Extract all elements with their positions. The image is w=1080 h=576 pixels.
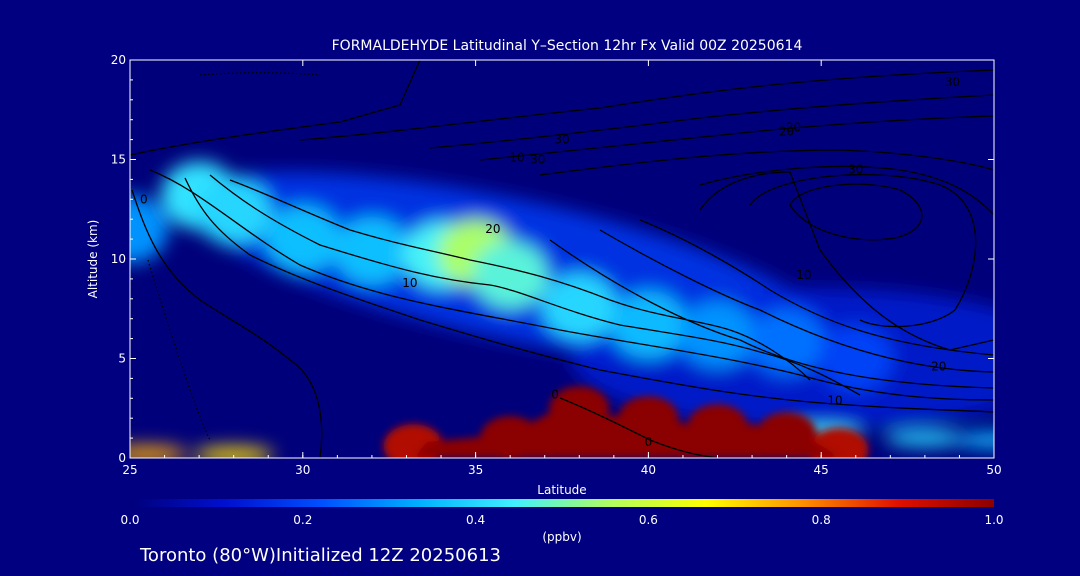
contour-line — [789, 183, 923, 241]
contour-label: 10 — [509, 150, 524, 164]
contour-line — [229, 179, 811, 381]
field-blob — [193, 447, 274, 458]
field-blob — [264, 205, 341, 274]
field-blob — [541, 272, 618, 341]
field-blob — [954, 432, 994, 449]
contour-line — [184, 177, 994, 413]
contour-label: 10 — [402, 276, 417, 290]
field-blob — [884, 430, 965, 447]
contour-label: 20 — [485, 222, 500, 236]
contour-line — [699, 165, 994, 216]
chart-title: FORMALDEHYDE Latitudinal Y–Section 12hr … — [332, 38, 803, 54]
contour-line — [749, 173, 977, 328]
contour-label: 30 — [945, 75, 960, 89]
y-axis: 0 5 10 15 20 — [111, 53, 994, 465]
contour-line — [549, 239, 994, 389]
field-blob — [130, 446, 188, 458]
contour-line — [299, 69, 994, 141]
colorbar: 0.0 0.2 0.4 0.6 0.8 1.0 (ppbv) — [120, 499, 1004, 544]
contour-line-dotted — [147, 259, 211, 441]
contour-label: 10 — [827, 393, 842, 407]
contour-line — [209, 174, 861, 396]
y-tick-label: 15 — [111, 153, 126, 167]
colorbar-gradient — [130, 499, 994, 507]
contour-line — [639, 219, 994, 356]
surface-maximum-area — [413, 404, 842, 458]
contour-label: 0 — [645, 435, 653, 449]
y-axis-label: Altitude (km) — [86, 220, 100, 299]
contour-line — [559, 397, 721, 458]
x-axis: 25 30 35 40 45 50 — [122, 60, 1002, 477]
x-tick-label: 50 — [986, 463, 1001, 477]
contour-label: 0 — [551, 387, 559, 401]
colorbar-unit: (ppbv) — [542, 530, 581, 544]
x-tick-label: 35 — [468, 463, 483, 477]
contour-line — [599, 229, 994, 373]
y-tick-label: 0 — [118, 451, 126, 465]
contour-label: 20 — [786, 121, 801, 135]
y-tick-label: 5 — [118, 352, 126, 366]
contour-line — [429, 94, 994, 149]
contour-line — [539, 149, 994, 176]
contour-line — [479, 115, 994, 161]
colorbar-tick-label: 0.6 — [639, 513, 658, 527]
footer-initialized-text: Toronto (80°W)Initialized 12Z 20250613 — [139, 545, 501, 566]
x-axis-label: Latitude — [537, 483, 586, 497]
field-blob — [472, 240, 549, 309]
x-tick-label: 25 — [122, 463, 137, 477]
colorbar-tick-label: 0.8 — [812, 513, 831, 527]
colorbar-tick-label: 0.0 — [120, 513, 139, 527]
contour-line — [699, 171, 994, 351]
contour-label: 30 — [554, 133, 569, 147]
contour-line — [149, 169, 994, 401]
y-tick-label: 20 — [111, 53, 126, 67]
contour-labels: 0 10 20 30 30 20 10 10 20 30 0 0 10 20 30 — [140, 75, 960, 449]
field-blob — [748, 308, 825, 377]
x-tick-label: 40 — [641, 463, 656, 477]
contour-label: 20 — [931, 359, 946, 373]
contour-line — [130, 60, 421, 156]
contour-label: 10 — [796, 268, 811, 282]
colorbar-ticks: 0.0 0.2 0.4 0.6 0.8 1.0 — [120, 513, 1003, 527]
field-blob — [679, 300, 756, 369]
contour-lines — [130, 60, 994, 458]
contour-label: 30 — [848, 162, 863, 176]
contour-line-dotted — [199, 72, 321, 76]
colorbar-tick-label: 0.4 — [466, 513, 485, 527]
colorbar-tick-label: 1.0 — [984, 513, 1003, 527]
field-blob — [817, 324, 894, 393]
contour-label: 20 — [779, 125, 794, 139]
contour-label: 30 — [530, 152, 545, 166]
field-blob — [333, 217, 410, 286]
y-tick-label: 10 — [111, 252, 126, 266]
field-blob — [195, 177, 272, 246]
contour-line — [131, 189, 323, 458]
x-tick-label: 45 — [814, 463, 829, 477]
plot-area: 0 10 20 30 30 20 10 10 20 30 0 0 10 20 30 — [129, 59, 995, 459]
colorbar-tick-label: 0.2 — [293, 513, 312, 527]
contour-label: 0 — [140, 192, 148, 206]
x-tick-label: 30 — [295, 463, 310, 477]
